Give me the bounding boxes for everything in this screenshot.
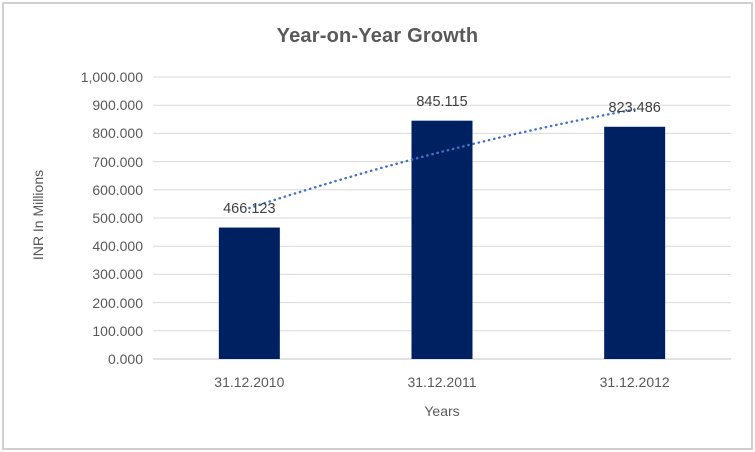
y-tick-label: 900.000 <box>92 97 143 114</box>
data-label: 466.123 <box>223 200 276 217</box>
bar-31.12.2010 <box>218 227 280 359</box>
data-label: 823.486 <box>608 99 661 116</box>
y-tick-label: 300.000 <box>92 266 143 283</box>
x-tick-label: 31.12.2011 <box>407 374 477 390</box>
y-tick-label: 0.000 <box>107 351 143 367</box>
x-tick-label: 31.12.2010 <box>214 374 285 390</box>
chart-title: Year-on-Year Growth <box>276 25 479 47</box>
bar-31.12.2011 <box>411 120 473 359</box>
y-tick-label: 600.000 <box>92 181 143 198</box>
y-tick-label: 100.000 <box>92 322 143 339</box>
y-tick-label: 700.000 <box>92 153 143 170</box>
y-tick-label: 500.000 <box>92 210 143 226</box>
x-tick-label: 31.12.2012 <box>599 374 670 390</box>
y-axis-title: INR In Millions <box>30 169 46 261</box>
y-tick-label: 200.000 <box>92 294 143 311</box>
trendline <box>248 108 636 210</box>
y-tick-label: 1,000.000 <box>80 69 143 85</box>
data-label: 845.115 <box>416 93 468 110</box>
y-tick-label: 400.000 <box>92 238 143 255</box>
y-tick-label: 800.000 <box>92 125 143 142</box>
bar-31.12.2012 <box>604 126 666 359</box>
x-axis-title: Years <box>424 403 460 419</box>
